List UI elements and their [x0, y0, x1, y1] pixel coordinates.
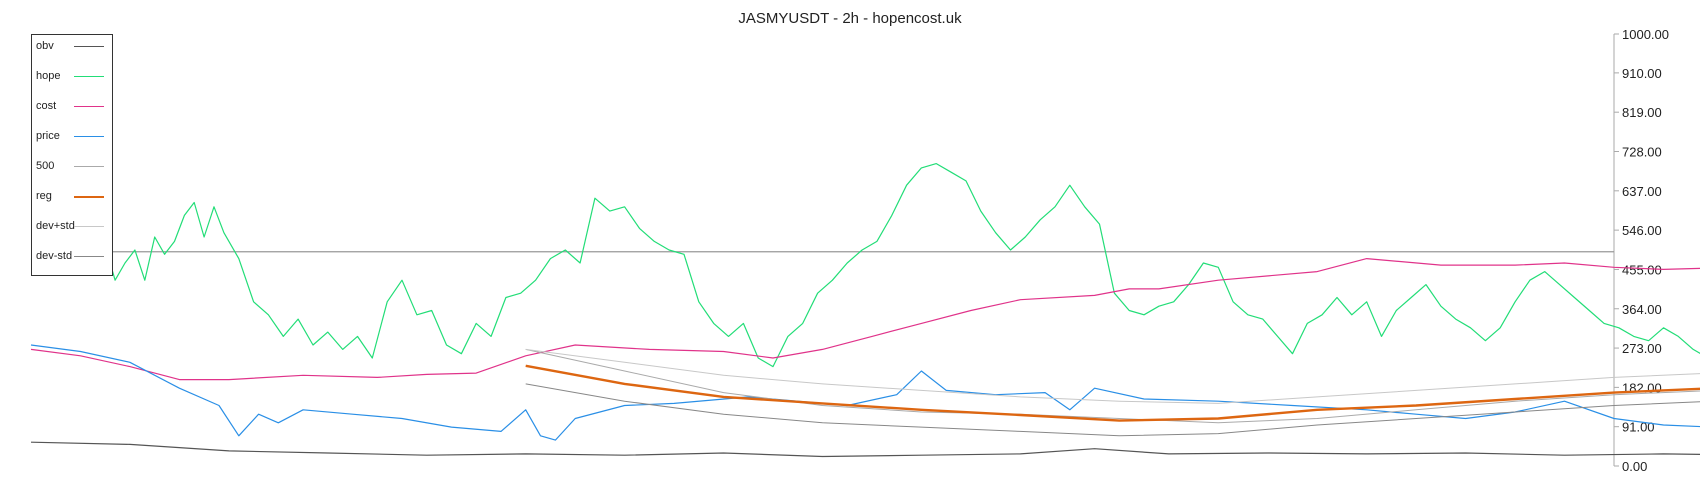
legend-label: dev+std: [36, 220, 75, 232]
y-tick-label: 0.00: [1622, 459, 1647, 474]
legend-swatch: [74, 256, 104, 257]
legend-swatch: [74, 76, 104, 77]
legend-item: hope: [32, 65, 112, 95]
series-line-dev-std: [525, 348, 1700, 404]
legend: obv hope cost price 500 reg dev+std dev-std: [31, 34, 113, 276]
series-line-reg: [525, 364, 1700, 422]
legend-label: cost: [36, 100, 57, 112]
legend-swatch: [74, 196, 104, 198]
legend-label: obv: [36, 40, 54, 52]
series-line-cost: [30, 258, 1700, 381]
y-tick-label: 637.00: [1622, 184, 1662, 199]
legend-swatch: [74, 46, 104, 47]
legend-label: hope: [36, 70, 61, 82]
y-tick-label: 273.00: [1622, 341, 1662, 356]
legend-item: cost: [32, 95, 112, 125]
legend-swatch: [74, 106, 104, 107]
legend-item: 500: [32, 155, 112, 185]
y-tick-label: 546.00: [1622, 223, 1662, 238]
y-axis-ticks: 0.0091.00182.00273.00364.00455.00546.006…: [1614, 27, 1669, 474]
legend-label: reg: [36, 190, 52, 202]
legend-label: 500: [36, 160, 55, 172]
legend-item: dev+std: [32, 215, 112, 245]
y-tick-label: 728.00: [1622, 145, 1662, 160]
y-tick-label: 455.00: [1622, 262, 1662, 277]
series-line-obv: [30, 441, 1700, 458]
legend-swatch: [74, 226, 104, 227]
series-line-dev-std: [525, 383, 1700, 437]
legend-label: price: [36, 130, 60, 142]
legend-item: dev-std: [32, 245, 112, 275]
chart-title: JASMYUSDT - 2h - hopencost.uk: [738, 10, 962, 27]
y-tick-label: 910.00: [1622, 66, 1662, 81]
y-tick-label: 1000.00: [1622, 27, 1669, 42]
legend-swatch: [74, 136, 104, 137]
series-group: [30, 163, 1700, 458]
series-line-hope: [30, 163, 1700, 368]
legend-item: reg: [32, 185, 112, 215]
legend-item: price: [32, 125, 112, 155]
legend-swatch: [74, 166, 104, 167]
y-tick-label: 91.00: [1622, 420, 1655, 435]
legend-item: obv: [32, 35, 112, 65]
series-line-500: [525, 348, 1700, 424]
legend-label: dev-std: [36, 250, 73, 262]
y-tick-label: 364.00: [1622, 302, 1662, 317]
y-tick-label: 819.00: [1622, 105, 1662, 120]
